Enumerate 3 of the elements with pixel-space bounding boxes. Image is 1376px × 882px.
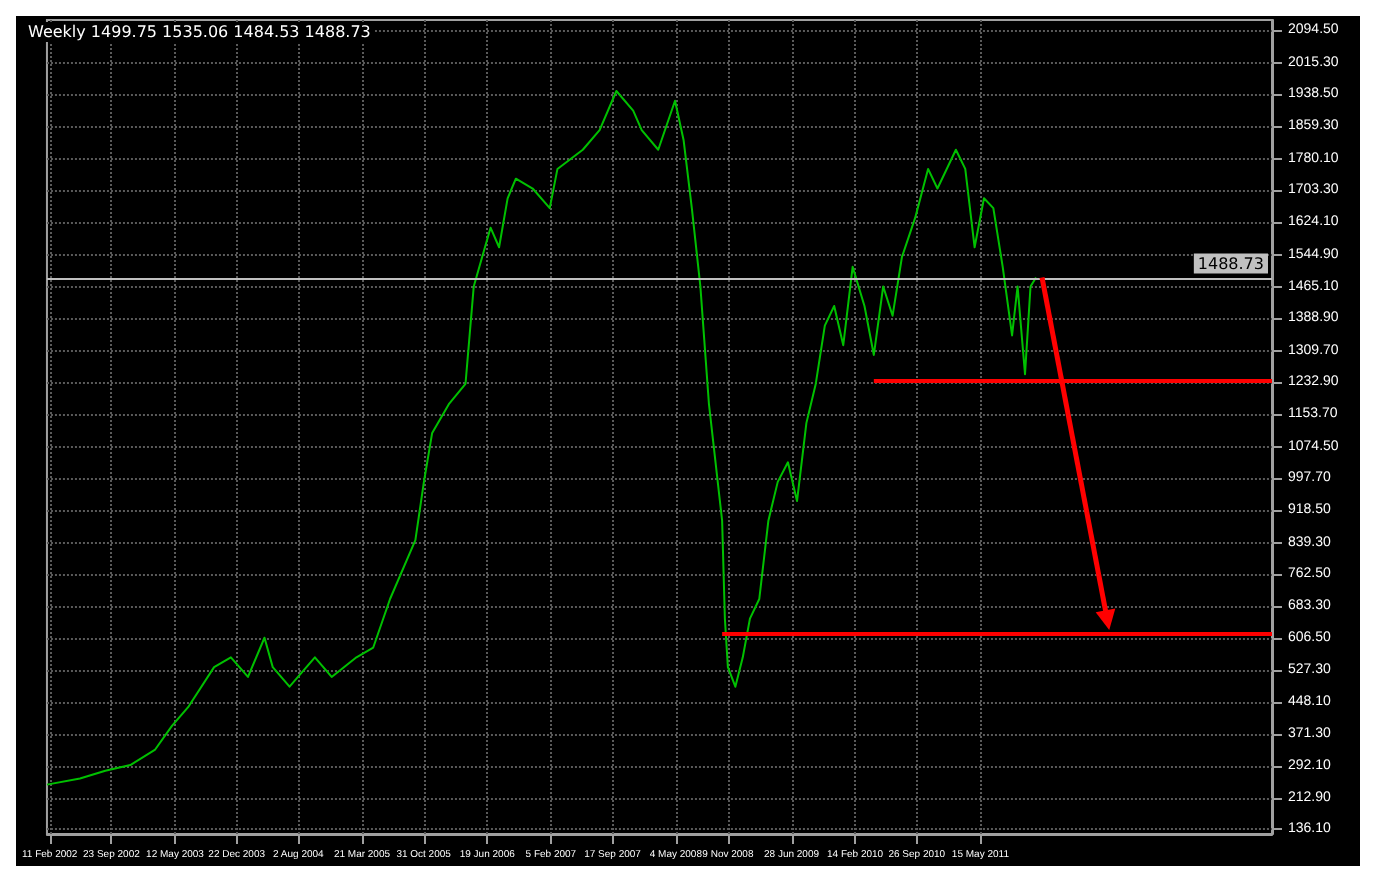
chart-title: Weekly 1499.75 1535.06 1484.53 1488.73 xyxy=(28,23,371,41)
line-series xyxy=(45,90,1038,786)
ref-line-label: 1488.73 xyxy=(1197,254,1264,273)
